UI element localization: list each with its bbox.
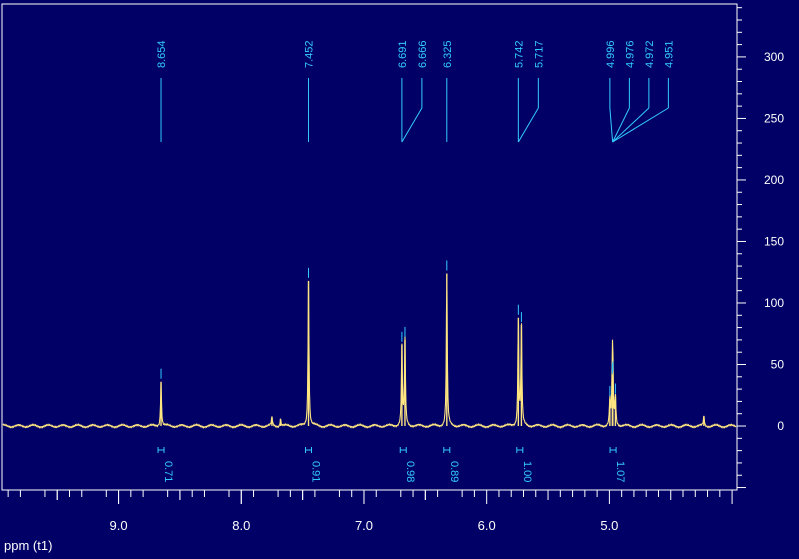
integral-label: 1.07 bbox=[614, 461, 626, 482]
spectrum-trace bbox=[2, 281, 737, 429]
peak-label: 8.654 bbox=[156, 40, 168, 68]
peak-label: 4.976 bbox=[624, 40, 636, 68]
integral-label: 0.89 bbox=[448, 461, 460, 482]
peak-label: 7.452 bbox=[304, 40, 316, 68]
peak-label: 4.951 bbox=[663, 40, 675, 68]
y-tick-label: 0 bbox=[777, 419, 784, 433]
x-axis-label: ppm (t1) bbox=[4, 538, 52, 553]
integral-label: 0.71 bbox=[162, 461, 174, 482]
y-tick-label: 50 bbox=[771, 358, 785, 372]
peak-label-connector bbox=[612, 107, 669, 143]
y-tick-label: 200 bbox=[764, 173, 784, 187]
integral-label: 0.91 bbox=[310, 461, 322, 482]
peak-label: 6.691 bbox=[397, 40, 409, 68]
y-tick-label: 100 bbox=[764, 296, 784, 310]
peak-label: 6.666 bbox=[417, 40, 429, 68]
peak-label: 5.742 bbox=[513, 40, 525, 68]
peak-label-connector bbox=[517, 107, 539, 143]
peak-label: 4.996 bbox=[605, 40, 617, 68]
y-tick-label: 150 bbox=[764, 234, 784, 248]
y-tick-label: 300 bbox=[764, 50, 784, 64]
plot-frame bbox=[1, 3, 738, 491]
y-tick-label: 250 bbox=[764, 111, 784, 125]
x-tick-label: 7.0 bbox=[355, 518, 373, 533]
x-tick-label: 8.0 bbox=[232, 518, 250, 533]
peak-label-connector bbox=[401, 107, 423, 143]
x-tick-label: 6.0 bbox=[478, 518, 496, 533]
peak-label-connector bbox=[609, 107, 614, 143]
peak-label-connector bbox=[612, 107, 630, 143]
peak-label-connector bbox=[612, 107, 650, 143]
peak-label: 5.717 bbox=[533, 40, 545, 68]
x-tick-label: 5.0 bbox=[600, 518, 618, 533]
x-tick-label: 9.0 bbox=[110, 518, 128, 533]
peak-label: 6.325 bbox=[442, 40, 454, 68]
peak-label: 4.972 bbox=[644, 40, 656, 68]
integral-label: 0.98 bbox=[404, 461, 416, 482]
integral-label: 1.00 bbox=[521, 461, 533, 482]
